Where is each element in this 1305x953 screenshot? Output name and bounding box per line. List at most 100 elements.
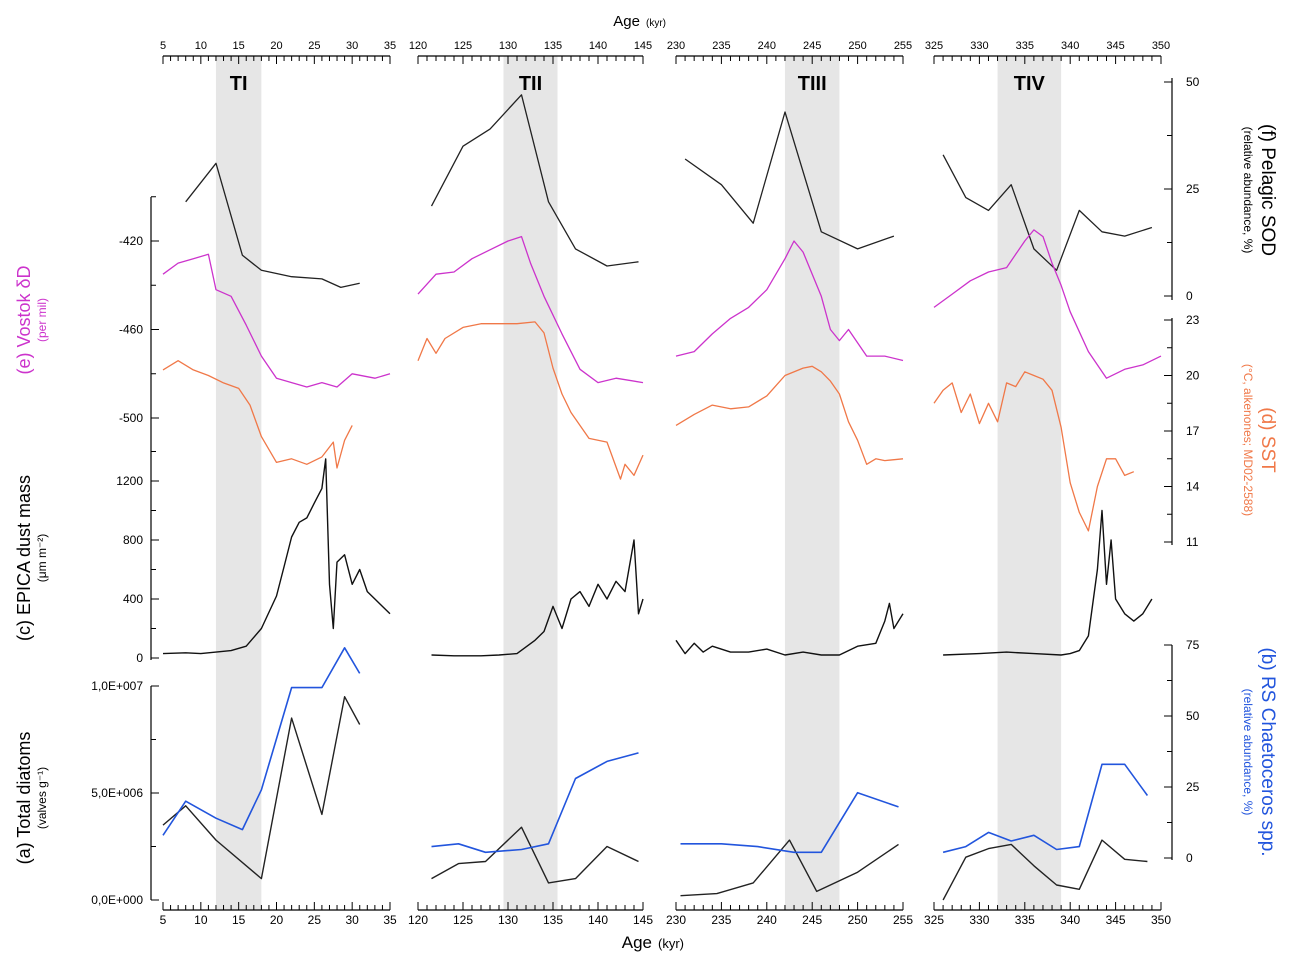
series-epica-dust-tii [431,539,644,657]
top-tick-label-tiv: 350 [1152,40,1170,52]
right-label-chaetoceros-unit: (relative abundance, %) [1241,689,1255,816]
bottom-tick-label-ti: 35 [383,913,397,927]
bottom-tick-label-tiii: 235 [711,913,731,927]
left-tick-label-dust: 800 [123,533,143,547]
bottom-tick-label-tii: 140 [588,913,608,927]
right-tick-label-sst: 20 [1186,369,1200,383]
top-tick-label-tiv: 325 [925,40,943,52]
top-tick-label-ti: 10 [195,40,207,52]
top-tick-label-ti: 5 [160,40,166,52]
panel-title-ti: TI [230,73,248,95]
series-pelagic-sod-tiv [942,154,1153,271]
left-label-vostok: (e) Vostok δD (per mil) [14,265,49,374]
top-tick-label-ti: 20 [270,40,282,52]
left-tick-label-vostok: -460 [119,323,143,337]
top-axis-title: Age [613,13,640,30]
series-epica-dust-ti [162,458,391,655]
series-layer [162,94,1162,901]
series-total-diatoms-tiv [942,839,1148,901]
top-tick-label-tii: 135 [544,40,562,52]
right-tick-label-pelagic: 50 [1186,75,1200,89]
right-tick-label-sst: 17 [1186,424,1200,438]
top-tick-label-tii: 125 [454,40,472,52]
right-label-pelagic-unit: (relative abundance, %) [1241,127,1255,254]
bottom-tick-label-tiv: 340 [1060,913,1080,927]
left-tick-label-diatoms: 5,0E+006 [91,786,143,800]
series-rs-chaetoceros-tiv [942,763,1149,854]
bottom-tick-label-tii: 125 [453,913,473,927]
top-tick-label-tii: 140 [589,40,607,52]
bottom-tick-label-ti: 25 [308,913,322,927]
bottom-tick-label-tiv: 330 [969,913,989,927]
right-label-chaetoceros-main: (b) RS Chaetoceros spp. [1257,647,1278,856]
left-tick-label-dust: 400 [123,592,143,606]
bottom-tick-label-tii: 130 [498,913,518,927]
top-tick-label-tiv: 345 [1106,40,1124,52]
bottom-tick-label-tii: 135 [543,913,563,927]
bottom-tick-label-tii: 145 [633,913,653,927]
left-axes: -420 -460 -500 1200 800 400 0 1,0E+007 5,0E+006 0… [14,196,159,907]
right-tick-label-pelagic: 25 [1186,182,1200,196]
left-tick-label-vostok: -500 [119,411,143,425]
bottom-axis-title: Age [622,933,652,952]
right-tick-label-sst: 23 [1186,313,1200,327]
top-tick-label-ti: 15 [233,40,245,52]
shade-ti [215,56,262,910]
right-tick-label-chaetoceros: 75 [1186,638,1200,652]
panel-frames: TI 5 5 10 10 15 15 20 20 25 25 30 30 35 35 TII 120 120 125… [160,40,1172,927]
left-tick-label-dust: 1200 [116,474,143,488]
right-label-pelagic-main: (f) Pelagic SOD [1257,124,1278,256]
top-tick-label-tiii: 230 [667,40,685,52]
series-rs-chaetoceros-tiii [680,791,899,854]
series-total-diatoms-tii [431,826,639,884]
top-tick-label-tiii: 250 [848,40,866,52]
right-tick-label-chaetoceros: 50 [1186,709,1200,723]
series-epica-dust-tiv [943,509,1153,656]
top-tick-label-tiii: 255 [894,40,912,52]
left-label-diatoms: (a) Total diatoms (valves g⁻¹) [14,732,49,865]
series-vostok-dd-tiv [933,229,1162,379]
left-label-vostok-main: (e) Vostok δD [14,265,34,374]
panel-title-tii: TII [519,73,542,95]
termination-shades [215,56,1062,910]
right-label-chaetoceros: (b) RS Chaetoceros spp.(relative abundan… [1241,647,1278,856]
top-tick-label-ti: 35 [384,40,396,52]
series-rs-chaetoceros-tii [431,752,639,854]
series-pelagic-sod-tii [430,94,639,267]
top-tick-label-tii: 120 [409,40,427,52]
left-label-dust-unit: (μm m⁻²) [35,534,49,583]
right-label-sst: (d) SST(°C, alkenones; MD02-2588) [1241,364,1278,516]
panel-title-tiv: TIV [1014,73,1046,95]
right-tick-label-sst: 11 [1186,535,1199,549]
left-label-dust-main: (c) EPICA dust mass [14,475,34,641]
right-tick-label-sst: 14 [1186,480,1200,494]
bottom-tick-label-tii: 120 [408,913,428,927]
top-tick-label-ti: 30 [346,40,358,52]
bottom-tick-label-tiii: 255 [893,913,913,927]
series-rs-chaetoceros-ti [162,646,361,836]
bottom-tick-label-ti: 10 [194,913,208,927]
left-tick-label-vostok: -420 [119,234,143,248]
series-sst-ti [162,360,353,469]
series-total-diatoms-tiii [680,839,899,897]
top-tick-label-tii: 130 [499,40,517,52]
right-tick-label-chaetoceros: 0 [1186,851,1193,865]
series-sst-tii [417,321,644,480]
series-vostok-dd-tiii [675,240,904,362]
left-label-diatoms-main: (a) Total diatoms [14,732,34,865]
bottom-tick-label-tiv: 325 [924,913,944,927]
bottom-tick-label-tiv: 335 [1015,913,1035,927]
top-axis-unit: (kyr) [646,18,666,29]
top-tick-label-tiv: 335 [1016,40,1034,52]
bottom-tick-label-tiii: 240 [757,913,777,927]
left-label-vostok-unit: (per mil) [35,298,49,342]
bottom-tick-label-tiii: 245 [802,913,822,927]
bottom-tick-label-tiii: 250 [848,913,868,927]
right-label-sst-main: (d) SST [1257,407,1278,473]
shade-tii [503,56,558,910]
top-tick-label-ti: 25 [308,40,320,52]
bottom-tick-label-ti: 15 [232,913,246,927]
top-tick-label-tiii: 240 [758,40,776,52]
right-tick-label-chaetoceros: 25 [1186,780,1200,794]
